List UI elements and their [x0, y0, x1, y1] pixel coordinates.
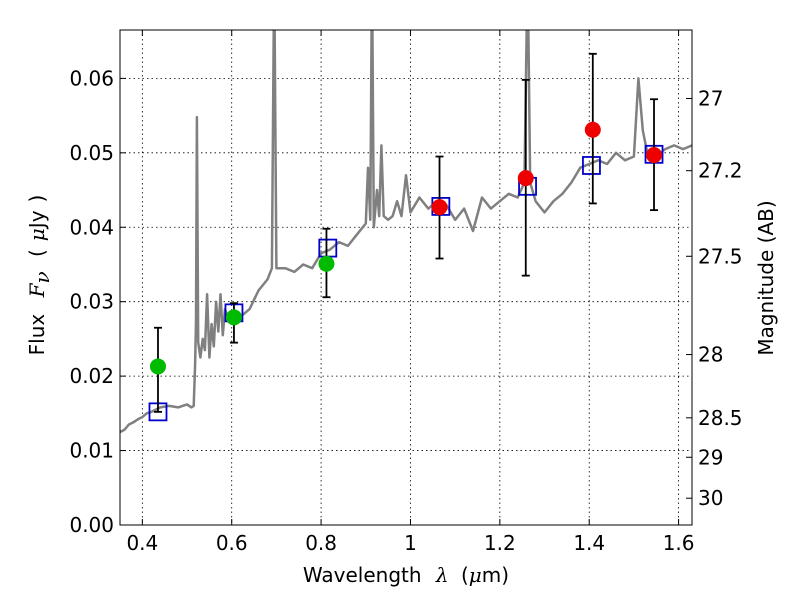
right-axis-label: Magnitude (AB): [754, 200, 778, 355]
y-tick-label: 0.01: [69, 439, 114, 463]
model-flux-box: [582, 156, 601, 175]
right-tick-label: 27: [698, 86, 723, 110]
x-tick-label: 1.2: [484, 531, 516, 555]
y-axis-label-text: Flux: [25, 314, 49, 356]
y-axis-label-unit-close: ): [25, 195, 49, 203]
x-axis-label-unit-open: (: [461, 563, 469, 587]
x-tick-label: 1.6: [663, 531, 695, 555]
x-tick-label: 0.4: [126, 531, 158, 555]
right-tick-label: 29: [698, 445, 723, 469]
tick-label-layer: 0.4 0.6 0.8 1 1.2 1.4 1.6 0.00 0.01 0.02 0.03 0.04 0…: [69, 66, 742, 555]
x-tick-label: 1.4: [573, 531, 605, 555]
right-tick-label: 28.5: [698, 406, 743, 430]
x-axis-label-unit-rest: m): [482, 563, 509, 587]
right-tick-label: 27.2: [698, 159, 743, 183]
observed-flux-point: [225, 309, 242, 326]
x-tick-label: 0.6: [216, 531, 248, 555]
observed-flux-point: [149, 358, 166, 375]
sed-curve-layer: [120, 30, 692, 434]
right-tick-label: 30: [698, 486, 723, 510]
sed-spectrum-line: [120, 30, 692, 434]
y-axis-label-symbol: F: [25, 282, 49, 298]
grid-layer: [120, 30, 692, 526]
y-axis-label-unit-mu: μ: [25, 228, 49, 241]
y-tick-label: 0.02: [69, 364, 114, 388]
x-tick-label: 1: [404, 531, 417, 555]
observed-point-layer: [149, 121, 663, 375]
x-axis-label-text: Wavelength: [303, 563, 422, 587]
y-axis-label-unit-rest: Jy: [25, 210, 49, 230]
y-tick-label: 0.03: [69, 290, 114, 314]
y-tick-label: 0.00: [69, 513, 114, 537]
right-tick-label: 27.5: [698, 244, 743, 268]
observed-flux-point: [431, 199, 448, 216]
x-axis-label-symbol: λ: [435, 563, 449, 587]
x-axis-label-unit-mu: μ: [469, 563, 482, 587]
observed-flux-point: [646, 147, 663, 164]
tick-layer: [120, 30, 692, 526]
observed-flux-point: [584, 121, 601, 138]
y-tick-label: 0.04: [69, 215, 114, 239]
y-axis-label-subscript: ν: [30, 271, 54, 283]
x-tick-label: 0.8: [305, 531, 337, 555]
observed-flux-point: [517, 170, 534, 187]
right-tick-label: 28: [698, 343, 723, 367]
y-axis-label: Flux Fν ( μJy): [25, 195, 54, 356]
x-axis-label: Wavelength λ (μm): [303, 563, 509, 587]
model-box-layer: [148, 144, 664, 422]
y-tick-label: 0.06: [69, 66, 114, 90]
y-axis-label-unit-open: (: [25, 249, 49, 257]
observed-flux-point: [318, 255, 335, 272]
y-tick-label: 0.05: [69, 141, 114, 165]
plot-frame: [119, 29, 693, 526]
errorbar-layer: [153, 52, 659, 413]
